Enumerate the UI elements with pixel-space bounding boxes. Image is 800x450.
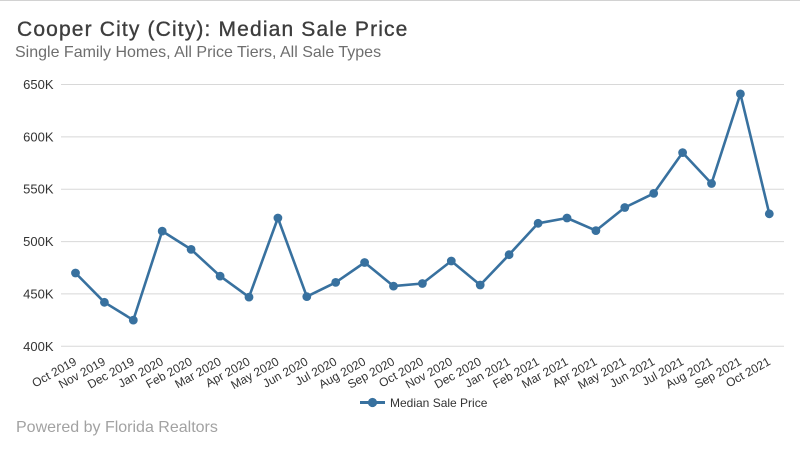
svg-text:450K: 450K [23, 286, 54, 301]
svg-text:550K: 550K [23, 182, 54, 197]
svg-text:400K: 400K [23, 339, 54, 354]
svg-text:Median Sale Price: Median Sale Price [390, 396, 488, 410]
svg-text:500K: 500K [23, 234, 54, 249]
svg-text:600K: 600K [23, 129, 54, 144]
svg-text:650K: 650K [23, 77, 54, 92]
